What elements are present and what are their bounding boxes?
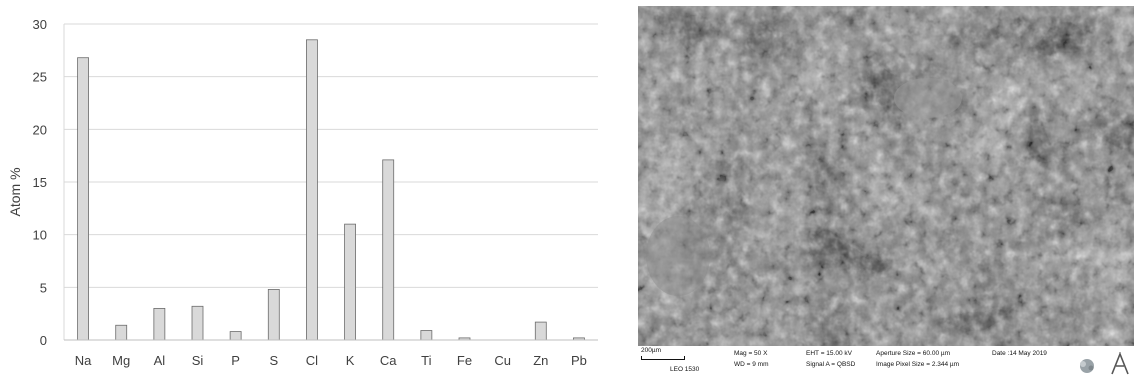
x-tick-label: Fe bbox=[457, 353, 472, 368]
y-tick-label: 25 bbox=[33, 70, 47, 85]
x-tick-label: Si bbox=[192, 353, 204, 368]
acquisition-date: Date :14 May 2019 bbox=[992, 350, 1047, 357]
y-tick-label: 15 bbox=[33, 175, 47, 190]
bar-s bbox=[267, 289, 280, 341]
sem-micrograph-panel: 200µm LEO 1530 Mag = 50 X WD = 9 mm EHT … bbox=[638, 6, 1134, 381]
bar-zn bbox=[534, 321, 547, 341]
university-logo-icon bbox=[1111, 352, 1129, 375]
scale-bar bbox=[641, 356, 685, 360]
y-axis-label: Atom % bbox=[7, 167, 23, 216]
sem-micrograph bbox=[638, 6, 1134, 346]
y-tick-label: 5 bbox=[40, 280, 47, 295]
y-tick-label: 10 bbox=[33, 228, 47, 243]
bars bbox=[64, 39, 598, 341]
x-tick-label: Mg bbox=[112, 353, 130, 368]
y-tick-labels: 0 5 10 15 20 25 30 bbox=[33, 17, 47, 348]
x-tick-label: Cu bbox=[494, 353, 511, 368]
signal-detector: Signal A = QBSD bbox=[806, 361, 856, 368]
working-distance: WD = 9 mm bbox=[734, 361, 769, 368]
bar-mg bbox=[115, 324, 128, 341]
bar-chart: 0 5 10 15 20 25 30 Na Mg Al Si P S Cl K Ca Ti Fe Cu Zn Pb A… bbox=[7, 17, 598, 368]
bar-p bbox=[229, 331, 242, 341]
bar-ca bbox=[382, 159, 395, 341]
x-tick-label: Cl bbox=[306, 353, 318, 368]
x-tick-label: Zn bbox=[533, 353, 548, 368]
x-tick-label: Pb bbox=[571, 353, 587, 368]
chart-canvas: 0 5 10 15 20 25 30 Na Mg Al Si P S Cl K Ca Ti Fe Cu Zn Pb A… bbox=[7, 17, 598, 368]
bar-na bbox=[77, 57, 89, 341]
x-tick-label: S bbox=[269, 353, 278, 368]
x-tick-label: K bbox=[346, 353, 355, 368]
y-tick-label: 20 bbox=[33, 122, 47, 137]
x-tick-label: P bbox=[231, 353, 240, 368]
y-tick-label: 0 bbox=[40, 333, 47, 348]
x-tick-label: Ti bbox=[421, 353, 431, 368]
eht-voltage: EHT = 15.00 kV bbox=[806, 350, 852, 357]
x-tick-labels: Na Mg Al Si P S Cl K Ca Ti Fe Cu Zn Pb bbox=[75, 353, 587, 368]
sem-texture bbox=[638, 6, 1134, 346]
bar-al bbox=[153, 307, 166, 341]
aperture-size: Aperture Size = 60.00 µm bbox=[876, 350, 951, 357]
image-pixel-size: Image Pixel Size = 2.344 µm bbox=[876, 361, 960, 368]
magnification: Mag = 50 X bbox=[734, 350, 768, 357]
x-tick-label: Na bbox=[75, 353, 92, 368]
bar-cl bbox=[306, 39, 318, 341]
x-tick-label: Ca bbox=[380, 353, 397, 368]
y-tick-label: 30 bbox=[33, 17, 47, 32]
gridlines bbox=[63, 23, 598, 341]
institution-logo-icon bbox=[1080, 359, 1094, 373]
sem-info-bar: 200µm LEO 1530 Mag = 50 X WD = 9 mm EHT … bbox=[638, 346, 1134, 381]
bar-si bbox=[191, 305, 204, 341]
bar-k bbox=[344, 223, 356, 341]
instrument-label: LEO 1530 bbox=[670, 366, 700, 373]
bar-ti bbox=[420, 330, 433, 341]
scale-bar-label: 200µm bbox=[641, 347, 662, 354]
x-tick-label: Al bbox=[154, 353, 166, 368]
